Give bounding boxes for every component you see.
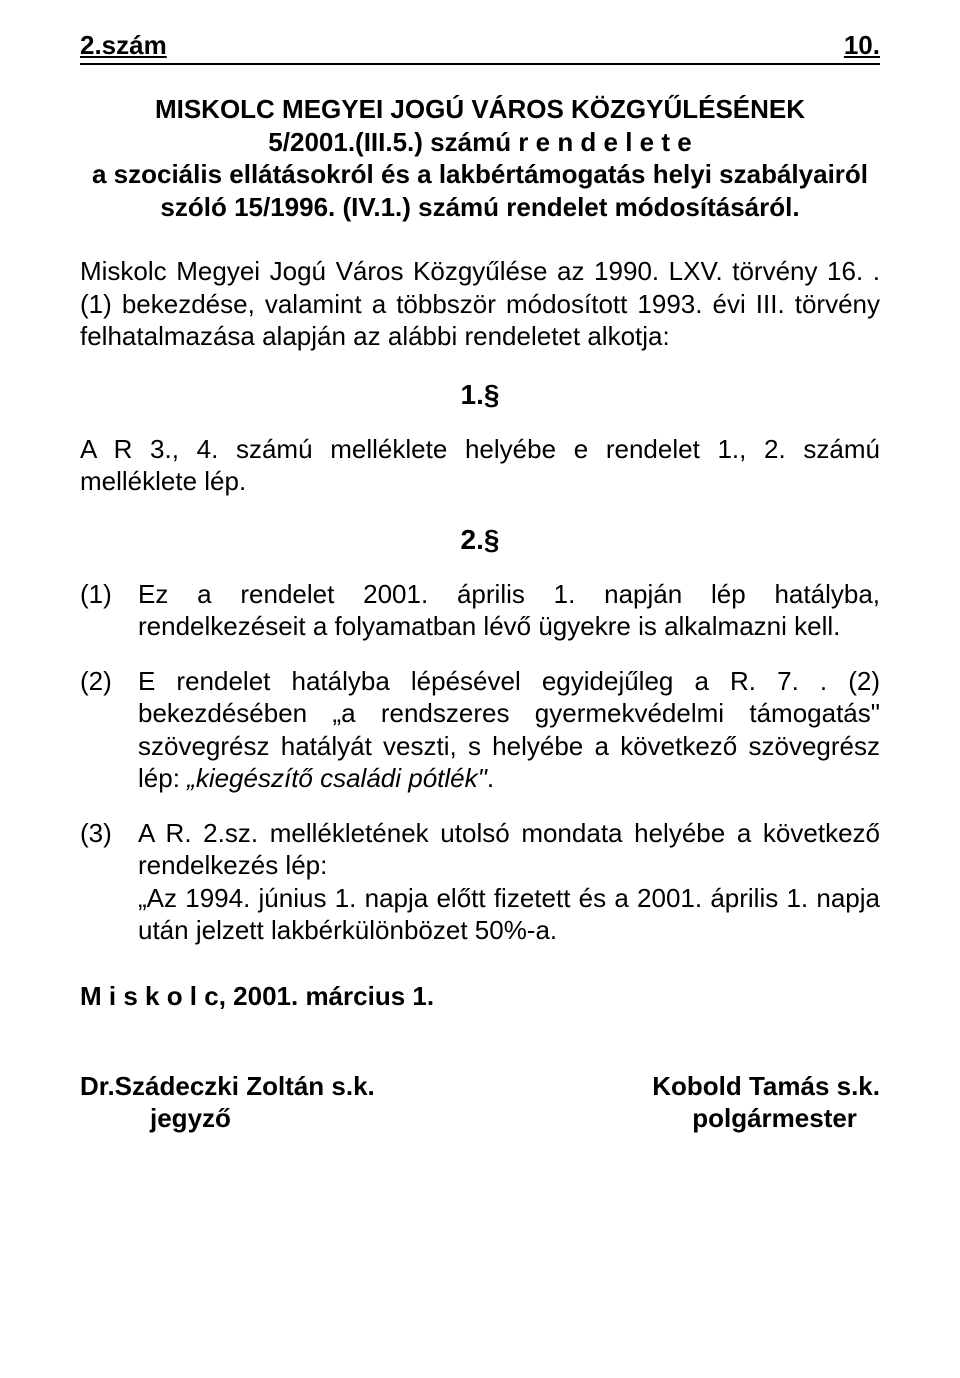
item-number: (3) [80,817,138,947]
item-text: Ez a rendelet 2001. április 1. napján lé… [138,578,880,643]
signer-name: Kobold Tamás s.k. [652,1070,880,1103]
closing-line: M i s k o l c, 2001. március 1. [80,981,880,1012]
section-1-number: 1.§ [80,379,880,411]
header-right: 10. [844,30,880,61]
signature-left: Dr.Szádeczki Zoltán s.k. jegyző [80,1070,375,1135]
list-item: (2) E rendelet hatályba lépésével egyide… [80,665,880,795]
item-text: A R. 2.sz. mellékletének utolsó mondata … [138,817,880,947]
list-item: (3) A R. 2.sz. mellékletének utolsó mond… [80,817,880,947]
signature-right: Kobold Tamás s.k. polgármester [652,1070,880,1135]
signer-role: jegyző [80,1102,375,1135]
item-text-italic: „kiegészítő családi pótlék" [187,763,487,793]
header-left: 2.szám [80,30,167,61]
list-item: (1) Ez a rendelet 2001. április 1. napjá… [80,578,880,643]
title-line-3: a szociális ellátásokról és a lakbértámo… [80,158,880,191]
section-2-list: (1) Ez a rendelet 2001. április 1. napjá… [80,578,880,947]
item-text-after: . [487,763,494,793]
page-header: 2.szám 10. [80,30,880,65]
item-number: (1) [80,578,138,643]
intro-paragraph: Miskolc Megyei Jogú Város Közgyűlése az … [80,255,880,353]
item-number: (2) [80,665,138,795]
item-text-intro: A R. 2.sz. mellékletének utolsó mondata … [138,818,880,881]
title-line-1: MISKOLC MEGYEI JOGÚ VÁROS KÖZGYŰLÉSÉNEK [80,93,880,126]
document-page: 2.szám 10. MISKOLC MEGYEI JOGÚ VÁROS KÖZ… [0,0,960,1378]
section-1-text: A R 3., 4. számú melléklete helyébe e re… [80,433,880,498]
section-2-number: 2.§ [80,524,880,556]
title-line-2: 5/2001.(III.5.) számú r e n d e l e t e [80,126,880,159]
signer-role: polgármester [652,1102,880,1135]
item-text-quote: „Az 1994. június 1. napja előtt fizetett… [138,883,880,946]
item-text: E rendelet hatályba lépésével egyidejűle… [138,665,880,795]
document-title: MISKOLC MEGYEI JOGÚ VÁROS KÖZGYŰLÉSÉNEK … [80,93,880,223]
signature-row: Dr.Szádeczki Zoltán s.k. jegyző Kobold T… [80,1070,880,1135]
title-line-4: szóló 15/1996. (IV.1.) számú rendelet mó… [80,191,880,224]
signer-name: Dr.Szádeczki Zoltán s.k. [80,1070,375,1103]
